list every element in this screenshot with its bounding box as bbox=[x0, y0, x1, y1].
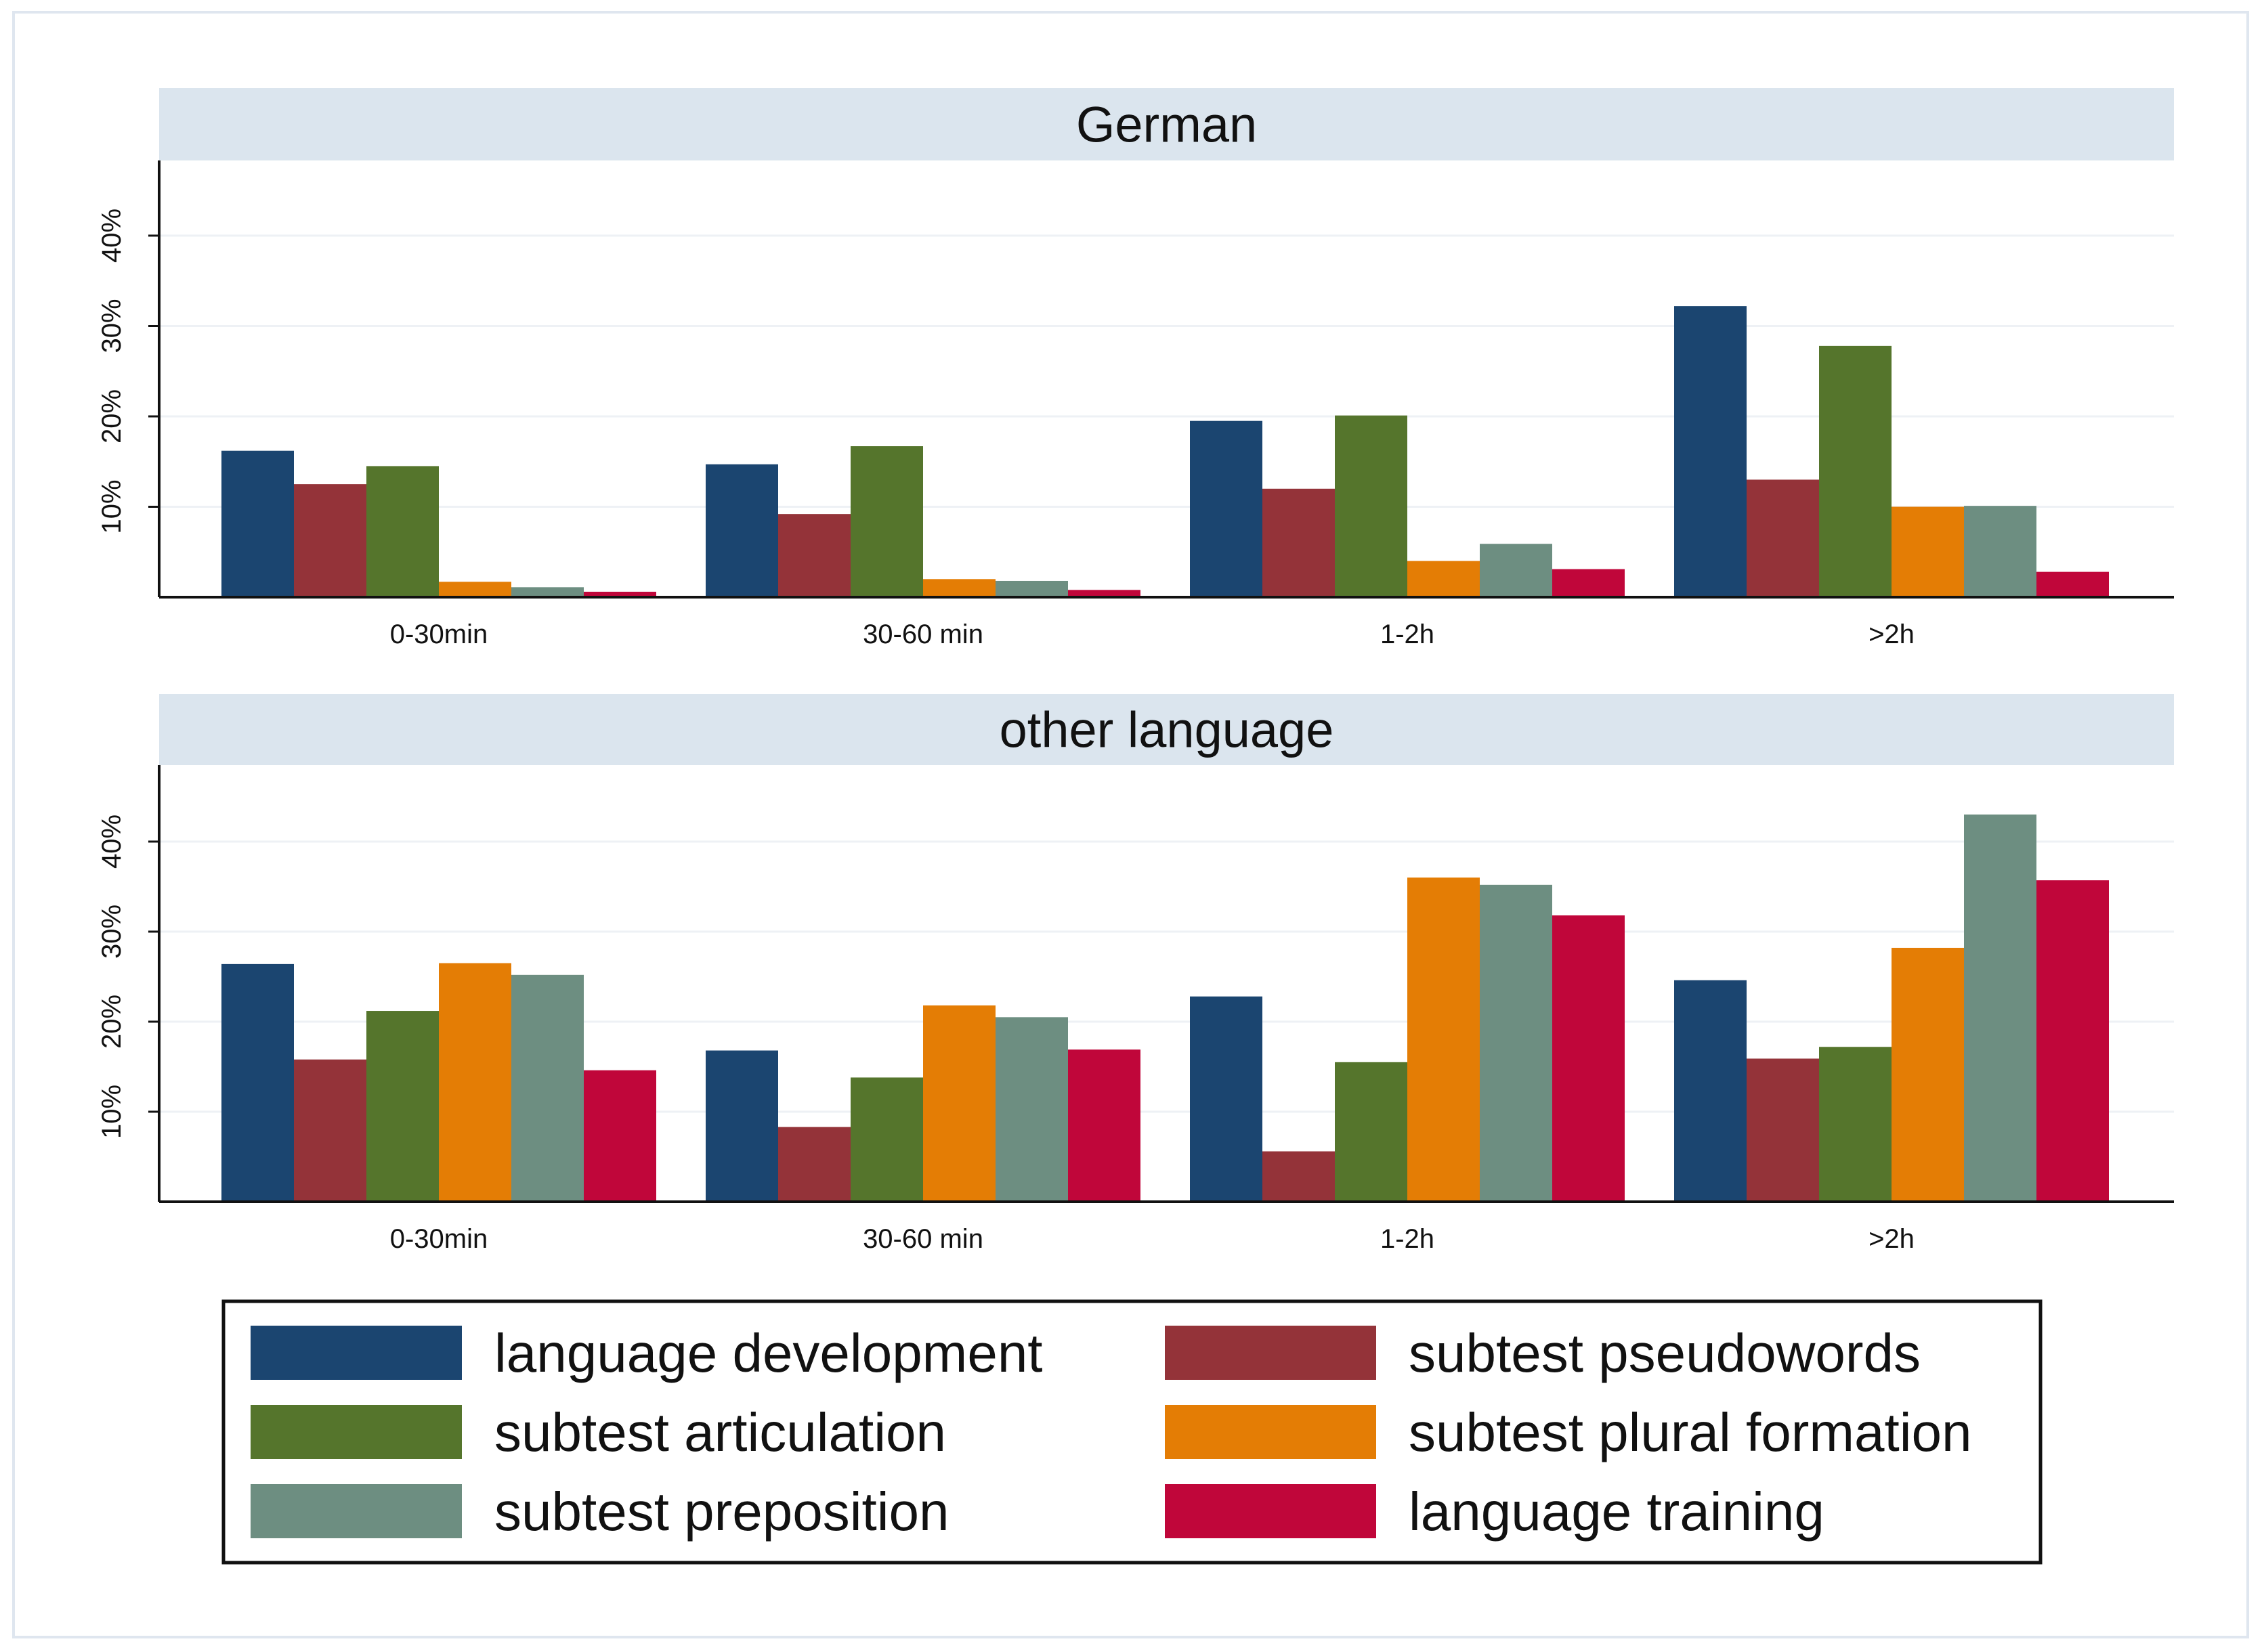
panel-title: German bbox=[1076, 97, 1257, 153]
bar-1-1-3 bbox=[1747, 1058, 1819, 1202]
bar-0-0-0 bbox=[221, 450, 294, 597]
y-tick-label: 10% bbox=[97, 479, 127, 534]
bar-1-4-2 bbox=[1480, 884, 1552, 1202]
bar-0-0-2 bbox=[1190, 420, 1262, 597]
bar-1-2-3 bbox=[1819, 1047, 1892, 1202]
legend-swatch bbox=[251, 1484, 462, 1538]
bar-0-1-3 bbox=[1747, 479, 1819, 597]
bar-0-3-2 bbox=[1407, 561, 1480, 597]
legend-label: subtest articulation bbox=[494, 1402, 946, 1462]
y-tick-label: 20% bbox=[97, 995, 127, 1049]
y-tick-label: 40% bbox=[97, 814, 127, 869]
bar-1-4-3 bbox=[1964, 814, 2036, 1202]
bar-0-5-3 bbox=[2036, 571, 2109, 597]
bar-1-4-1 bbox=[996, 1017, 1068, 1202]
category-label: 30-60 min bbox=[863, 1224, 983, 1254]
y-tick-label: 30% bbox=[97, 905, 127, 959]
bar-0-1-0 bbox=[294, 484, 366, 597]
bar-0-1-1 bbox=[778, 514, 851, 597]
y-tick-label: 40% bbox=[97, 209, 127, 263]
legend-swatch bbox=[1165, 1484, 1376, 1538]
bar-1-2-0 bbox=[366, 1011, 439, 1202]
category-label: 0-30min bbox=[390, 620, 488, 649]
bar-1-0-3 bbox=[1674, 980, 1747, 1202]
category-label: 1-2h bbox=[1380, 1224, 1434, 1254]
panel-title: other language bbox=[1000, 702, 1334, 758]
legend-label: subtest plural formation bbox=[1409, 1402, 1972, 1462]
bar-1-5-0 bbox=[584, 1070, 656, 1202]
y-tick-label: 30% bbox=[97, 299, 127, 353]
bar-1-3-1 bbox=[923, 1005, 996, 1202]
bar-0-4-2 bbox=[1480, 544, 1552, 597]
category-label: 0-30min bbox=[390, 1224, 488, 1254]
bar-0-3-3 bbox=[1892, 506, 1964, 597]
y-tick-label: 10% bbox=[97, 1085, 127, 1139]
bar-1-1-2 bbox=[1262, 1151, 1335, 1202]
bar-1-5-3 bbox=[2036, 880, 2109, 1202]
category-label: >2h bbox=[1868, 620, 1915, 649]
legend-swatch bbox=[1165, 1405, 1376, 1459]
bar-0-1-2 bbox=[1262, 488, 1335, 597]
legend-swatch bbox=[251, 1326, 462, 1380]
legend-box bbox=[221, 1299, 2043, 1565]
bar-0-0-3 bbox=[1674, 306, 1747, 597]
bar-0-5-2 bbox=[1552, 569, 1625, 597]
panel-title-strip bbox=[159, 88, 2174, 160]
legend-label: subtest pseudowords bbox=[1409, 1323, 1921, 1383]
category-label: 1-2h bbox=[1380, 620, 1434, 649]
bar-1-5-1 bbox=[1068, 1049, 1140, 1202]
bar-0-4-3 bbox=[1964, 506, 2036, 597]
bar-1-5-2 bbox=[1552, 915, 1625, 1202]
legend-label: language training bbox=[1409, 1481, 1824, 1542]
bar-1-3-3 bbox=[1892, 947, 1964, 1202]
bar-0-5-0 bbox=[584, 591, 656, 597]
bar-1-3-2 bbox=[1407, 877, 1480, 1202]
bar-0-2-2 bbox=[1335, 415, 1407, 597]
bar-0-4-1 bbox=[996, 580, 1068, 597]
bar-1-2-2 bbox=[1335, 1062, 1407, 1202]
bar-1-0-1 bbox=[706, 1050, 778, 1202]
bar-1-4-0 bbox=[511, 974, 584, 1202]
bar-0-2-3 bbox=[1819, 345, 1892, 597]
bar-0-3-1 bbox=[923, 579, 996, 597]
legend-label: subtest preposition bbox=[494, 1481, 949, 1542]
bar-0-3-0 bbox=[439, 582, 511, 597]
bar-1-0-0 bbox=[221, 963, 294, 1202]
bar-1-1-0 bbox=[294, 1059, 366, 1202]
bar-1-3-0 bbox=[439, 963, 511, 1202]
bar-0-4-0 bbox=[511, 587, 584, 597]
legend-swatch bbox=[251, 1405, 462, 1459]
bar-1-2-1 bbox=[851, 1077, 923, 1202]
y-tick-label: 20% bbox=[97, 389, 127, 443]
category-label: 30-60 min bbox=[863, 620, 983, 649]
bar-1-1-1 bbox=[778, 1127, 851, 1202]
bar-0-2-1 bbox=[851, 446, 923, 597]
legend-label: language development bbox=[494, 1323, 1043, 1383]
bar-0-2-0 bbox=[366, 466, 439, 597]
bar-1-0-2 bbox=[1190, 996, 1262, 1202]
bar-0-0-1 bbox=[706, 464, 778, 597]
legend-swatch bbox=[1165, 1326, 1376, 1380]
panel-title-strip bbox=[159, 694, 2174, 765]
bar-0-5-1 bbox=[1068, 590, 1140, 597]
category-label: >2h bbox=[1868, 1224, 1915, 1254]
